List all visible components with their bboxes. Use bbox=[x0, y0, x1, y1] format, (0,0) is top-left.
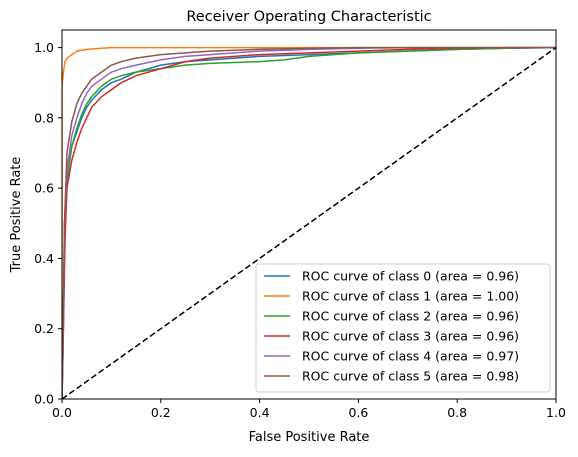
legend-label-class-5: ROC curve of class 5 (area = 0.98) bbox=[302, 369, 519, 384]
legend-items: ROC curve of class 0 (area = 0.96) ROC cu… bbox=[264, 269, 519, 384]
y-tick-label: 1.0 bbox=[34, 40, 54, 55]
chance-diagonal-line bbox=[62, 46, 556, 399]
plot-frame bbox=[61, 29, 557, 400]
chart-title: Receiver Operating Characteristic bbox=[186, 9, 431, 25]
legend-label-class-0: ROC curve of class 0 (area = 0.96) bbox=[302, 269, 519, 284]
y-tick-label: 0.6 bbox=[34, 181, 54, 196]
y-tick-label: 0.8 bbox=[34, 110, 54, 125]
y-axis-label: True Positive Rate bbox=[9, 157, 24, 274]
y-axis-ticks: 0.0 0.2 0.4 0.6 0.8 1.0 bbox=[34, 40, 62, 407]
legend-label-class-3: ROC curve of class 3 (area = 0.96) bbox=[302, 329, 519, 344]
y-tick-label: 0.4 bbox=[34, 251, 54, 266]
legend-label-class-2: ROC curve of class 2 (area = 0.96) bbox=[302, 309, 519, 324]
legend-label-class-4: ROC curve of class 4 (area = 0.97) bbox=[302, 349, 519, 364]
x-axis-label: False Positive Rate bbox=[249, 430, 370, 445]
legend: ROC curve of class 0 (area = 0.96) ROC cu… bbox=[255, 263, 551, 393]
x-axis-ticks: 0.0 0.2 0.4 0.6 0.8 1.0 bbox=[52, 399, 566, 420]
x-tick-label: 0.8 bbox=[447, 405, 467, 420]
x-tick-label: 0.0 bbox=[52, 405, 72, 420]
roc-curve-class-3 bbox=[62, 46, 556, 399]
y-tick-label: 0.0 bbox=[34, 392, 54, 407]
legend-box bbox=[255, 263, 551, 393]
x-tick-label: 1.0 bbox=[546, 405, 566, 420]
x-tick-label: 0.4 bbox=[250, 405, 270, 420]
roc-curve-class-1 bbox=[62, 46, 556, 399]
roc-curve-class-2 bbox=[62, 46, 556, 399]
x-tick-label: 0.6 bbox=[348, 405, 368, 420]
x-tick-label: 0.2 bbox=[151, 405, 171, 420]
roc-curve-class-5 bbox=[62, 46, 556, 399]
y-tick-label: 0.2 bbox=[34, 321, 54, 336]
plot-layer bbox=[62, 46, 556, 399]
legend-label-class-1: ROC curve of class 1 (area = 1.00) bbox=[302, 289, 519, 304]
